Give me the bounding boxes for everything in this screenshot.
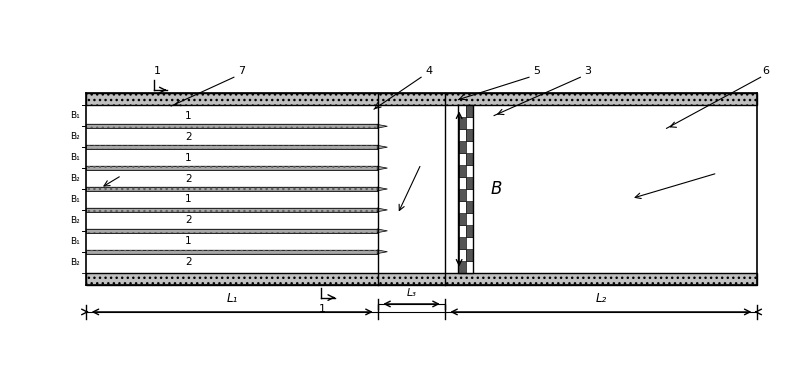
- Bar: [458, 249, 466, 261]
- Bar: [86, 166, 378, 170]
- Bar: [458, 129, 466, 141]
- Polygon shape: [378, 166, 387, 170]
- Bar: [86, 250, 378, 254]
- Bar: [466, 201, 473, 213]
- Bar: [86, 250, 378, 254]
- Text: B₂: B₂: [70, 174, 80, 183]
- Bar: [86, 145, 378, 149]
- Polygon shape: [378, 187, 387, 191]
- Text: B₂: B₂: [70, 216, 80, 225]
- Text: 2: 2: [185, 257, 192, 267]
- Bar: [86, 208, 378, 212]
- Bar: [86, 145, 378, 149]
- Bar: [466, 105, 473, 117]
- Text: L₃: L₃: [406, 288, 417, 298]
- Text: 1: 1: [185, 111, 192, 121]
- Bar: [86, 124, 378, 128]
- Bar: [466, 177, 473, 189]
- Bar: [458, 237, 466, 249]
- Bar: [466, 141, 473, 153]
- Text: B₂: B₂: [70, 258, 80, 267]
- Bar: [466, 213, 473, 225]
- Text: 7: 7: [238, 66, 245, 76]
- Text: 1: 1: [185, 153, 192, 163]
- Bar: [458, 117, 466, 129]
- Text: 5: 5: [533, 66, 540, 76]
- Polygon shape: [378, 208, 387, 212]
- Text: B₁: B₁: [70, 153, 80, 162]
- Text: 1: 1: [185, 195, 192, 204]
- Bar: [86, 93, 757, 105]
- Bar: [458, 261, 466, 273]
- Bar: [458, 177, 466, 189]
- Polygon shape: [378, 250, 387, 254]
- Polygon shape: [378, 229, 387, 233]
- Polygon shape: [378, 145, 387, 149]
- Bar: [466, 153, 473, 165]
- Bar: [86, 208, 378, 212]
- Text: L₁: L₁: [226, 292, 238, 305]
- Text: L₂: L₂: [595, 292, 606, 305]
- Text: B₁: B₁: [70, 237, 80, 246]
- Text: 6: 6: [762, 66, 770, 76]
- Bar: [458, 225, 466, 237]
- Bar: [86, 124, 378, 128]
- Text: B₁: B₁: [70, 111, 80, 120]
- Bar: [466, 117, 473, 129]
- Bar: [473, 105, 757, 273]
- Bar: [458, 105, 466, 117]
- Bar: [86, 273, 757, 285]
- Bar: [86, 105, 378, 273]
- Bar: [466, 165, 473, 177]
- Bar: [458, 153, 466, 165]
- Bar: [466, 129, 473, 141]
- Text: 2: 2: [185, 132, 192, 142]
- Text: 2: 2: [185, 174, 192, 184]
- Text: 1: 1: [154, 66, 161, 76]
- Bar: [466, 249, 473, 261]
- Text: B₂: B₂: [70, 132, 80, 141]
- Text: B₁: B₁: [70, 195, 80, 204]
- Bar: [86, 187, 378, 191]
- Bar: [458, 201, 466, 213]
- Bar: [86, 229, 378, 233]
- Bar: [458, 105, 473, 273]
- Bar: [378, 105, 458, 273]
- Bar: [458, 213, 466, 225]
- Bar: [458, 165, 466, 177]
- Text: 4: 4: [425, 66, 432, 76]
- Text: 1: 1: [319, 304, 326, 314]
- Bar: [466, 189, 473, 201]
- Bar: [458, 141, 466, 153]
- Bar: [86, 166, 378, 170]
- Text: 3: 3: [584, 66, 591, 76]
- Bar: [86, 229, 378, 233]
- Bar: [86, 187, 378, 191]
- Bar: [458, 189, 466, 201]
- Text: 1: 1: [185, 236, 192, 246]
- Bar: [466, 261, 473, 273]
- Text: B: B: [490, 180, 502, 198]
- Bar: [466, 225, 473, 237]
- Text: 2: 2: [185, 215, 192, 225]
- Polygon shape: [378, 124, 387, 128]
- Bar: [466, 237, 473, 249]
